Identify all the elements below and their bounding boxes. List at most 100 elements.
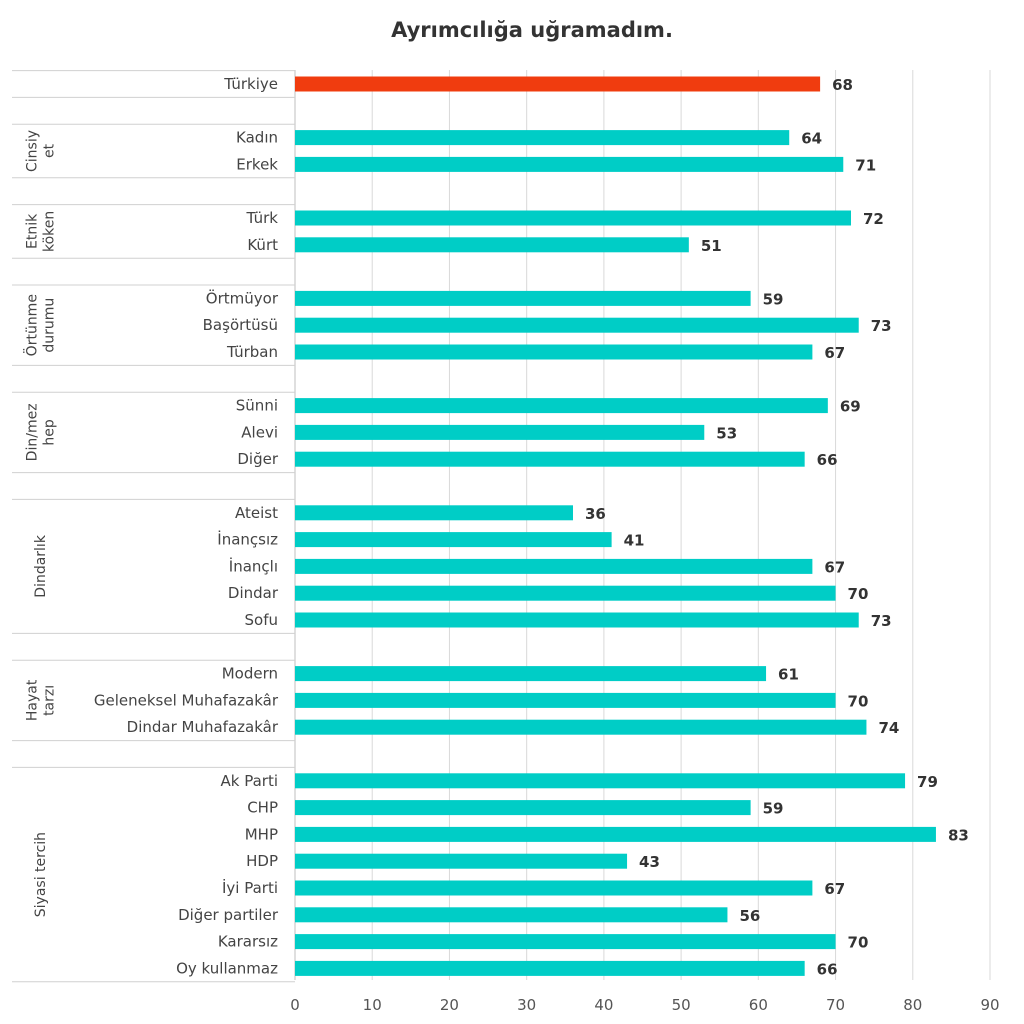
data-label: 36 — [585, 505, 606, 523]
data-label: 59 — [763, 800, 784, 818]
bar — [295, 773, 906, 789]
category-label: Kürt — [247, 236, 278, 254]
group-label: Etnikköken — [25, 211, 58, 252]
category-label: Sofu — [245, 611, 279, 629]
data-label: 70 — [848, 692, 869, 710]
bar — [295, 960, 805, 976]
category-label: İyi Parti — [222, 878, 278, 897]
group-label-line: Siyasi tercih — [33, 832, 49, 917]
bar — [295, 237, 689, 253]
group-label-line: köken — [42, 211, 58, 252]
bar — [295, 853, 628, 869]
bar — [295, 800, 751, 816]
data-label: 43 — [639, 853, 660, 871]
category-label: Ak Parti — [221, 772, 279, 790]
category-label: Geleneksel Muhafazakâr — [94, 691, 279, 709]
category-label: CHP — [247, 799, 278, 817]
data-label: 74 — [878, 719, 899, 737]
group-label-line: Hayat — [25, 679, 41, 721]
data-label: 69 — [840, 398, 861, 416]
x-tick-label: 50 — [672, 996, 691, 1014]
data-label: 41 — [624, 532, 645, 550]
bar — [295, 826, 936, 842]
data-label: 72 — [863, 210, 884, 228]
x-tick-label: 40 — [594, 996, 613, 1014]
data-label: 64 — [801, 130, 822, 148]
bar — [295, 424, 705, 440]
bar — [295, 532, 612, 548]
group-label-line: tarzı — [42, 685, 58, 716]
category-label: Dindar Muhafazakâr — [127, 718, 279, 736]
category-label: Modern — [222, 665, 278, 683]
bar — [295, 210, 851, 226]
category-label: Erkek — [236, 155, 278, 173]
data-label: 67 — [824, 558, 845, 576]
chart-title: Ayrımcılığa uğramadım. — [391, 18, 673, 42]
group-label: Siyasi tercih — [33, 832, 49, 917]
bar — [295, 907, 728, 923]
bar — [295, 585, 836, 601]
bar — [295, 130, 790, 146]
x-tick-label: 10 — [363, 996, 382, 1014]
x-tick-label: 0 — [290, 996, 300, 1014]
category-label: Alevi — [241, 423, 278, 441]
bar — [295, 398, 828, 414]
data-label: 71 — [855, 156, 876, 174]
category-label: HDP — [246, 852, 278, 870]
category-label: Diğer partiler — [178, 906, 279, 924]
category-label: Türk — [246, 209, 279, 227]
group-label: Dindarlık — [33, 534, 49, 598]
group-label-line: Etnik — [25, 213, 41, 249]
group-label: Örtünmedurumu — [23, 294, 58, 356]
data-label: 66 — [817, 451, 838, 469]
group-label-line: durumu — [42, 298, 58, 353]
category-label: Örtmüyor — [206, 288, 279, 307]
category-label: İnançsız — [217, 530, 278, 549]
bar — [295, 344, 813, 360]
group-label: Hayattarzı — [25, 679, 58, 721]
category-label: MHP — [245, 825, 278, 843]
bar — [295, 880, 813, 896]
data-label: 59 — [763, 290, 784, 308]
category-label: Diğer — [237, 450, 278, 468]
group-label-line: et — [42, 143, 58, 158]
bar — [295, 290, 751, 306]
group-label-line: hep — [42, 419, 58, 445]
x-tick-label: 60 — [749, 996, 768, 1014]
bar — [295, 692, 836, 708]
data-label: 73 — [871, 317, 892, 335]
category-label: Oy kullanmaz — [176, 959, 278, 977]
data-label: 70 — [848, 934, 869, 952]
category-label: Kadın — [236, 129, 278, 147]
data-label: 53 — [716, 424, 737, 442]
bar — [295, 317, 859, 333]
category-label: İnançlı — [229, 556, 278, 575]
category-label: Kararsız — [218, 933, 278, 951]
x-tick-label: 20 — [440, 996, 459, 1014]
category-label: Türkiye — [223, 75, 278, 93]
group-label-line: Dindarlık — [33, 534, 49, 598]
data-label: 70 — [848, 585, 869, 603]
data-label: 67 — [824, 880, 845, 898]
data-label: 73 — [871, 612, 892, 630]
data-label: 68 — [832, 76, 853, 94]
bar — [295, 558, 813, 574]
category-label: Sünni — [236, 397, 278, 415]
bar — [295, 451, 805, 467]
bar — [295, 666, 767, 682]
bar — [295, 505, 573, 521]
data-label: 66 — [817, 960, 838, 978]
group-label: Din/mezhep — [25, 403, 58, 461]
x-tick-label: 30 — [517, 996, 536, 1014]
group-label: Cinsiyet — [25, 130, 58, 172]
data-label: 83 — [948, 826, 969, 844]
x-tick-label: 90 — [980, 996, 999, 1014]
data-label: 51 — [701, 237, 722, 255]
bar — [295, 156, 844, 172]
bar — [295, 719, 867, 735]
x-tick-label: 80 — [903, 996, 922, 1014]
bar — [295, 934, 836, 950]
data-label: 61 — [778, 666, 799, 684]
x-tick-label: 70 — [826, 996, 845, 1014]
group-label-line: Din/mez — [25, 403, 41, 461]
